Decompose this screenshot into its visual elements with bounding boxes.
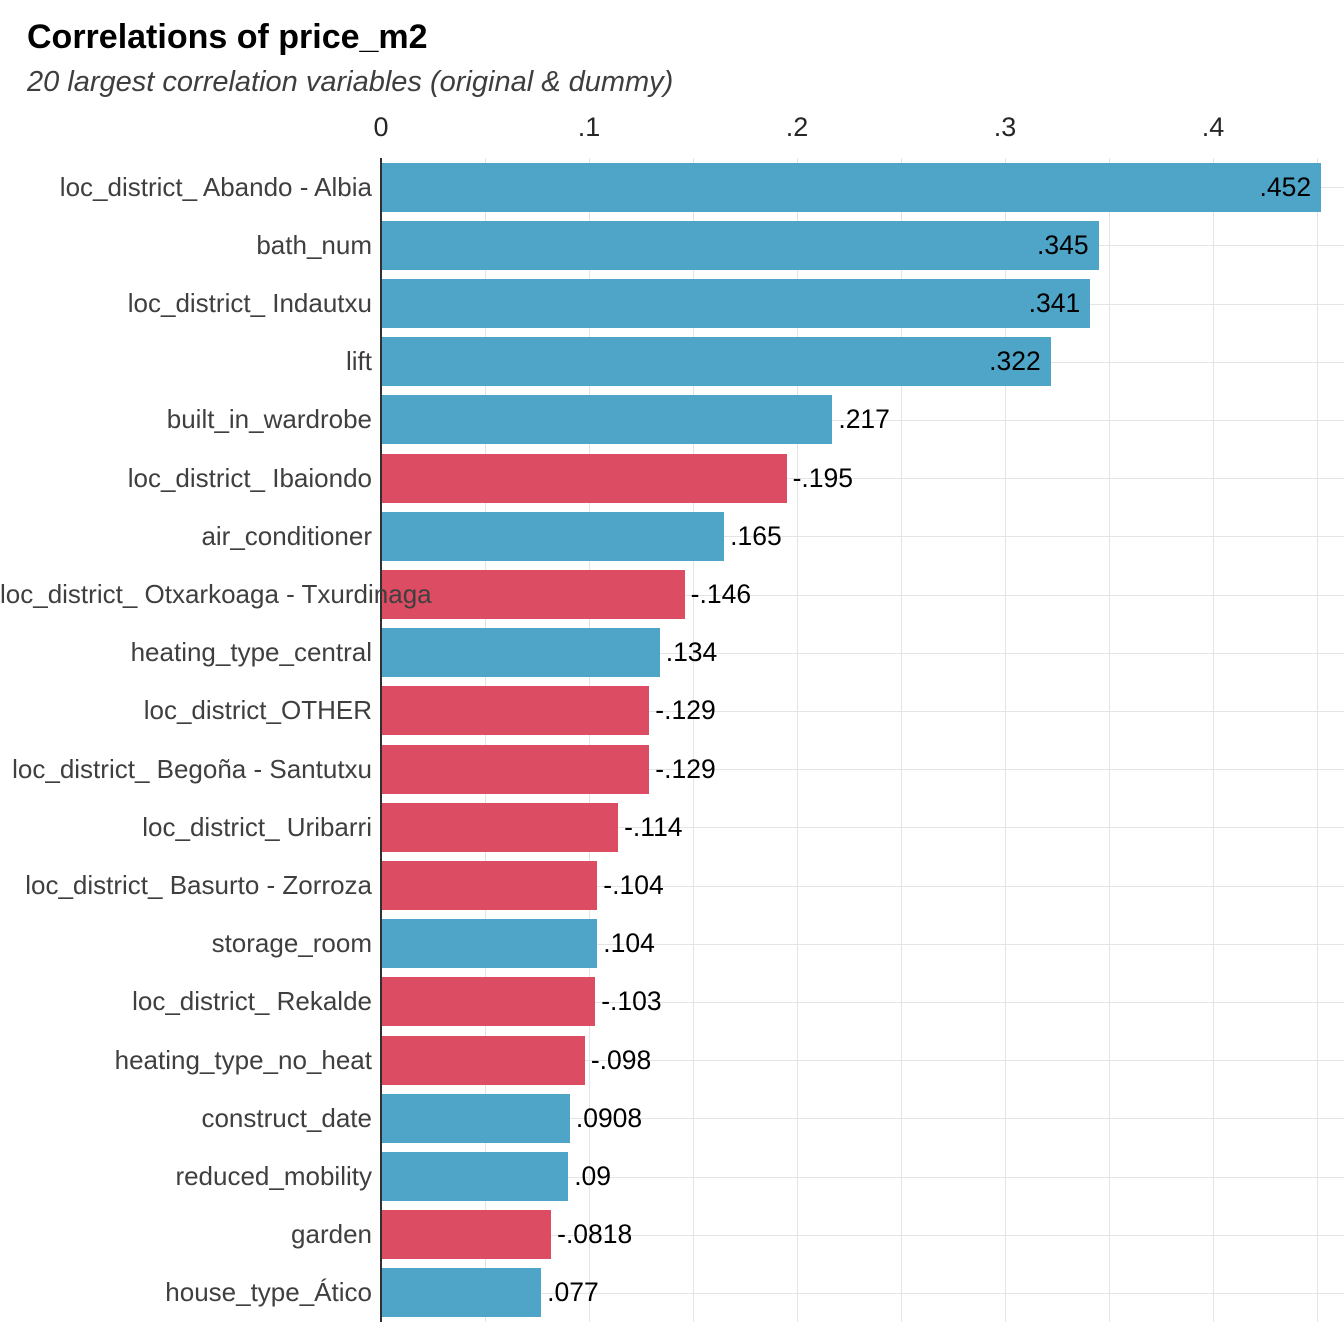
- gridline-horizontal: [381, 594, 1344, 596]
- bar: [382, 395, 833, 445]
- value-label: .134: [665, 637, 718, 668]
- bar: [382, 977, 596, 1027]
- category-label: heating_type_central: [130, 637, 372, 668]
- category-label: storage_room: [211, 928, 372, 959]
- value-label: .217: [838, 404, 890, 435]
- category-label: bath_num: [256, 229, 372, 260]
- category-label: loc_district_OTHER: [143, 695, 372, 726]
- gridline-horizontal: [381, 478, 1344, 480]
- x-axis-tick-label: 0: [373, 112, 389, 142]
- value-label: -.114: [624, 811, 683, 842]
- bar: [382, 802, 619, 852]
- gridline-vertical: [588, 158, 590, 1322]
- gridline-horizontal: [381, 536, 1344, 538]
- value-label: .0908: [575, 1102, 643, 1133]
- category-label: loc_district_ Uribarri: [142, 811, 372, 842]
- gridline-horizontal: [381, 1176, 1344, 1178]
- gridline-horizontal: [381, 1001, 1344, 1003]
- y-axis-line: [380, 158, 382, 1322]
- value-label: -.129: [655, 695, 716, 726]
- x-axis-tick-label: .4: [1201, 112, 1225, 142]
- gridline-horizontal: [381, 1292, 1344, 1294]
- bar: [382, 1035, 585, 1085]
- chart-title: Correlations of price_m2: [27, 18, 428, 56]
- bar: [382, 861, 598, 910]
- category-label: loc_district_ Otxarkoaga - Txurdinaga: [0, 579, 432, 609]
- gridline-horizontal: [381, 1234, 1344, 1236]
- value-label: .09: [574, 1161, 612, 1191]
- gridline-vertical: [1212, 158, 1214, 1322]
- bar: [382, 453, 787, 503]
- category-label: loc_district_ Begoña - Santutxu: [12, 753, 372, 784]
- value-label: -.103: [601, 986, 662, 1017]
- bar: [382, 220, 1099, 270]
- category-label: loc_district_ Basurto - Zorroza: [25, 870, 372, 900]
- category-label: reduced_mobility: [175, 1161, 372, 1191]
- gridline-vertical: [1004, 158, 1006, 1322]
- bar: [382, 686, 650, 736]
- gridline-horizontal: [381, 419, 1344, 421]
- gridline-horizontal: [381, 885, 1344, 887]
- gridline-horizontal: [381, 827, 1344, 829]
- gridline-vertical: [900, 158, 902, 1322]
- x-axis-tick-label: .3: [993, 112, 1017, 142]
- category-label: lift: [346, 346, 372, 377]
- x-axis-tick-label: .2: [785, 112, 809, 142]
- category-label: loc_district_ Rekalde: [132, 986, 372, 1017]
- value-label: -.0818: [557, 1219, 633, 1250]
- bar: [382, 279, 1091, 328]
- bar: [382, 162, 1322, 212]
- category-label: loc_district_ Indautxu: [127, 288, 372, 318]
- value-label: .165: [730, 520, 782, 551]
- bar: [382, 1093, 570, 1143]
- gridline-vertical: [484, 158, 486, 1322]
- bar: [382, 511, 725, 561]
- gridline-vertical: [1108, 158, 1110, 1322]
- gridline-horizontal: [381, 1118, 1344, 1120]
- bar: [382, 570, 685, 619]
- bar: [382, 337, 1051, 387]
- category-label: construct_date: [201, 1102, 372, 1133]
- gridline-horizontal: [381, 1060, 1344, 1062]
- value-label: .341: [1028, 288, 1081, 318]
- gridline-vertical: [1316, 158, 1318, 1322]
- category-label: garden: [291, 1219, 372, 1250]
- value-label: -.104: [603, 870, 664, 900]
- gridline-vertical: [796, 158, 798, 1322]
- chart-subtitle: 20 largest correlation variables (origin…: [27, 66, 674, 98]
- value-label: -.098: [590, 1044, 652, 1075]
- gridline-horizontal: [381, 710, 1344, 712]
- category-label: built_in_wardrobe: [166, 404, 372, 435]
- category-label: loc_district_ Abando - Albia: [59, 171, 372, 202]
- bar: [382, 919, 598, 969]
- value-label: -.129: [655, 753, 716, 784]
- value-label: .104: [603, 928, 655, 959]
- gridline-horizontal: [381, 769, 1344, 771]
- value-label: .322: [989, 346, 1041, 377]
- bar: [382, 1152, 569, 1201]
- bar: [382, 1268, 542, 1318]
- category-label: loc_district_ Ibaiondo: [127, 462, 372, 493]
- gridline-horizontal: [381, 652, 1344, 654]
- value-label: .452: [1259, 171, 1312, 202]
- category-label: house_type_Ático: [165, 1277, 372, 1308]
- category-label: heating_type_no_heat: [114, 1044, 372, 1075]
- x-axis-tick-label: .1: [577, 112, 601, 142]
- bar: [382, 1210, 552, 1260]
- bar: [382, 628, 660, 678]
- bar: [382, 744, 650, 794]
- gridline-horizontal: [381, 943, 1344, 945]
- category-label: air_conditioner: [201, 520, 372, 551]
- value-label: .345: [1036, 229, 1089, 260]
- gridline-vertical: [692, 158, 694, 1322]
- value-label: -.195: [792, 462, 853, 493]
- value-label: .077: [547, 1277, 599, 1308]
- value-label: -.146: [690, 579, 752, 609]
